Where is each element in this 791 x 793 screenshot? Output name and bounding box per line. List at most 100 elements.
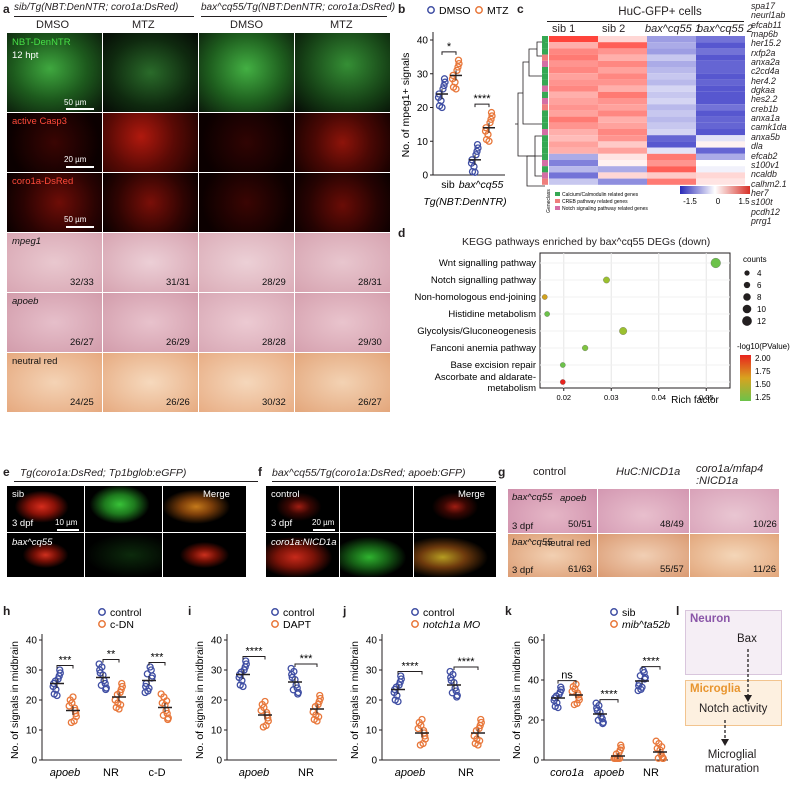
d-xtick-label: 0.03 bbox=[604, 393, 619, 402]
class-cell bbox=[542, 91, 548, 98]
arrow-head-1 bbox=[744, 695, 752, 702]
image-casp3-mtz-bax bbox=[295, 113, 390, 172]
heatmap-cell bbox=[549, 48, 598, 55]
heatmap-cell bbox=[696, 122, 745, 129]
image-casp3-dmso-bax bbox=[199, 113, 294, 172]
dot-point bbox=[95, 660, 103, 668]
d-pathway-label: Non-homologous end-joining bbox=[415, 292, 536, 303]
count-apoeb-4: 29/30 bbox=[358, 337, 382, 348]
panel-letter-g: g bbox=[498, 465, 506, 479]
panel-f-rule bbox=[272, 481, 496, 482]
class-cell bbox=[542, 147, 548, 154]
image-nbt-dmso-sib bbox=[7, 33, 102, 112]
dot-point bbox=[314, 713, 323, 721]
microglial-maturation-label: Microglial maturation bbox=[704, 749, 760, 775]
class-cell bbox=[542, 36, 548, 43]
gene-label: map6b bbox=[751, 29, 778, 40]
pval-tick-3: 1.50 bbox=[755, 380, 771, 389]
image-g-apoeb-coro1a bbox=[690, 489, 779, 533]
heatmap-cell bbox=[598, 166, 647, 173]
class-cell bbox=[542, 116, 548, 123]
xtick-sib: sib bbox=[441, 179, 455, 191]
image-nr-dmso-sib bbox=[7, 353, 102, 412]
dot-sig-label: *** bbox=[151, 652, 165, 664]
image-e-sib-green bbox=[85, 486, 162, 532]
heatmap-cell bbox=[549, 54, 598, 61]
dot-point bbox=[143, 670, 152, 678]
dot-sig-label: **** bbox=[457, 656, 475, 668]
col-header-dmso-1: DMSO bbox=[36, 19, 69, 31]
dot-point bbox=[56, 666, 64, 674]
dot-legend-label: DAPT bbox=[283, 619, 312, 631]
heatmap-cell bbox=[549, 73, 598, 80]
panel-g-count-nr-1: 61/63 bbox=[568, 564, 592, 575]
dot-ytick-label: 40 bbox=[528, 676, 540, 687]
heatmap-cell bbox=[647, 141, 696, 148]
dot-sig-label: ** bbox=[107, 649, 116, 661]
image-f-nicd-green bbox=[340, 533, 413, 577]
dot-legend-marker bbox=[271, 608, 279, 616]
dot-xtick-label: NR bbox=[643, 767, 659, 779]
neuron-label: Neuron bbox=[690, 613, 731, 625]
scale-bar-3 bbox=[66, 226, 94, 228]
panel-letter-j: j bbox=[343, 604, 347, 618]
dot-sig-label: **** bbox=[600, 689, 618, 701]
panel-f-merge: Merge bbox=[458, 489, 485, 500]
heatmap-cell bbox=[647, 122, 696, 129]
panel-e-row-sib: sib bbox=[12, 489, 25, 500]
heatmap-cell bbox=[696, 48, 745, 55]
image-f-nicd-red bbox=[266, 533, 339, 577]
dot-point bbox=[289, 686, 297, 694]
panel-j-chart: No. of signals in midbrain 0 10 20 30 40 contr… bbox=[349, 607, 500, 779]
dot-xtick-label: apoeb bbox=[594, 767, 625, 779]
class-cell bbox=[542, 60, 548, 67]
count-mpeg1-4: 28/31 bbox=[358, 277, 382, 288]
panel-g-genotype-2: bax^cq55 bbox=[512, 537, 553, 548]
heatmap-cell bbox=[598, 129, 647, 136]
b-point bbox=[454, 56, 463, 64]
dot-point bbox=[118, 682, 126, 691]
heatmap-cell bbox=[598, 60, 647, 67]
heatmap-cell bbox=[696, 110, 745, 117]
panel-f-row-control: control bbox=[271, 489, 300, 500]
class-legend-title: Geneclass bbox=[546, 189, 552, 213]
scale-bar-label-3: 50 µm bbox=[64, 215, 87, 224]
time-label-12hpt: 12 hpt bbox=[12, 50, 39, 61]
panel-e-rule bbox=[14, 481, 258, 482]
b-sig-label: **** bbox=[473, 93, 491, 105]
panel-d-xlabel: Rich factor bbox=[671, 395, 719, 406]
class-cell bbox=[542, 172, 548, 179]
col-header-dmso-2: DMSO bbox=[230, 19, 263, 31]
gene-label: dgkaa bbox=[751, 85, 775, 96]
heatmap-cell bbox=[598, 85, 647, 92]
row-label-casp3: active Casp3 bbox=[12, 116, 67, 127]
heatmap-cell bbox=[696, 36, 745, 43]
heatmap-cell bbox=[549, 178, 598, 185]
heatmap-cell bbox=[647, 73, 696, 80]
image-g-nr-coro1a bbox=[690, 534, 779, 577]
counts-legend-dot bbox=[742, 316, 752, 326]
panel-g-count-apoeb-1: 50/51 bbox=[568, 519, 592, 530]
dot-sig-bracket bbox=[641, 666, 661, 670]
heatmap-cell bbox=[549, 67, 598, 74]
dot-ytick-label: 40 bbox=[211, 636, 223, 647]
image-casp3-dmso-sib bbox=[7, 113, 102, 172]
d-point bbox=[544, 311, 550, 317]
class-cell bbox=[542, 135, 548, 142]
image-f-ctrl-merge bbox=[414, 486, 496, 532]
row-label-coro1a: coro1a-DsRed bbox=[12, 176, 74, 187]
class-cell bbox=[542, 48, 548, 55]
dot-ytick-label: 40 bbox=[366, 636, 378, 647]
dot-legend-marker bbox=[610, 620, 618, 628]
dot-sig-bracket bbox=[453, 666, 479, 670]
colorbar-tick-pos: 1.5 bbox=[738, 197, 750, 206]
heatmap-cell bbox=[647, 135, 696, 142]
heatmap-cell bbox=[696, 91, 745, 98]
image-e-bax-red bbox=[7, 533, 84, 577]
heatmap-cell bbox=[696, 129, 745, 136]
dot-legend-marker bbox=[610, 608, 618, 616]
d-pathway-label: Ascorbate and aldarate- bbox=[435, 372, 536, 383]
heatmap-cell bbox=[549, 91, 598, 98]
dot-legend-marker bbox=[411, 620, 419, 628]
gene-label: dla bbox=[751, 141, 763, 152]
